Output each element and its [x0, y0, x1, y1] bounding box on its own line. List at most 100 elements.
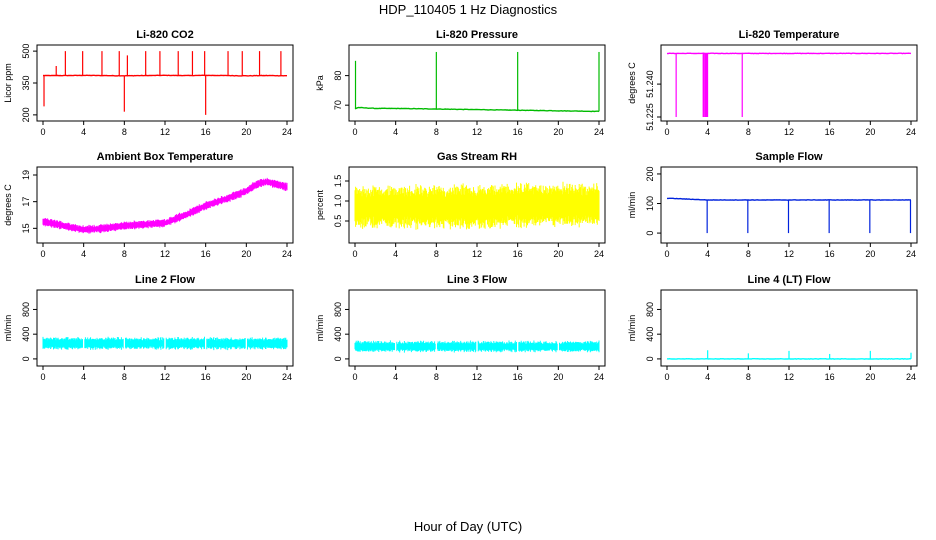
- y-tick-label: 51.240: [645, 70, 655, 98]
- x-tick-label: 20: [553, 127, 563, 137]
- x-tick-label: 8: [434, 127, 439, 137]
- panel-ylabel: degrees C: [3, 184, 13, 226]
- y-axis: 15 17 19: [21, 170, 37, 233]
- y-axis: 0 100 200: [645, 166, 661, 236]
- y-axis: 200 350 500: [21, 44, 37, 122]
- x-tick-label: 8: [746, 127, 751, 137]
- x-tick-label: 4: [393, 372, 398, 382]
- y-tick-label: 350: [21, 75, 31, 90]
- panel-title: Line 4 (LT) Flow: [748, 274, 831, 286]
- x-tick-label: 24: [594, 127, 604, 137]
- x-tick-label: 24: [906, 249, 916, 259]
- y-tick-label: 19: [21, 170, 31, 180]
- y-tick-label: 0.5: [333, 215, 343, 228]
- y-tick-label: 200: [21, 107, 31, 122]
- x-tick-label: 16: [513, 127, 523, 137]
- panel-ylabel: kPa: [315, 75, 325, 91]
- x-tick-label: 12: [160, 249, 170, 259]
- figure-xlabel: Hour of Day (UTC): [414, 519, 522, 534]
- panel-8: Line 3 Flow ml/min 0 4 8 12 16 20 24 0 400 800: [315, 274, 606, 382]
- y-tick-label: 800: [645, 302, 655, 317]
- y-axis: 70 80: [333, 71, 349, 110]
- x-tick-label: 8: [122, 127, 127, 137]
- y-tick-label: 0: [645, 356, 655, 361]
- x-tick-label: 0: [40, 372, 45, 382]
- x-tick-label: 12: [472, 249, 482, 259]
- x-tick-label: 16: [201, 127, 211, 137]
- x-tick-label: 4: [393, 249, 398, 259]
- panel-title: Li-820 Temperature: [739, 29, 840, 41]
- x-axis: 0 4 8 12 16 20 24: [664, 366, 916, 382]
- x-axis: 0 4 8 12 16 20 24: [352, 121, 604, 137]
- series-line: [354, 51, 600, 113]
- y-tick-label: 0: [645, 231, 655, 236]
- y-tick-label: 17: [21, 197, 31, 207]
- figure-title: HDP_110405 1 Hz Diagnostics: [379, 2, 558, 17]
- x-tick-label: 4: [705, 249, 710, 259]
- panel-7: Line 2 Flow ml/min 0 4 8 12 16 20 24 0 400 800: [3, 274, 294, 382]
- x-tick-label: 0: [352, 249, 357, 259]
- y-tick-label: 51.225: [645, 103, 655, 131]
- series-line: [667, 197, 912, 234]
- x-tick-label: 24: [282, 249, 292, 259]
- panel-title: Line 2 Flow: [135, 274, 195, 286]
- x-tick-label: 4: [81, 372, 86, 382]
- y-axis: 0 400 800: [21, 302, 37, 361]
- x-tick-label: 8: [434, 249, 439, 259]
- y-tick-label: 80: [333, 71, 343, 81]
- x-tick-label: 12: [784, 249, 794, 259]
- x-tick-label: 16: [825, 127, 835, 137]
- x-tick-label: 0: [664, 249, 669, 259]
- x-tick-label: 12: [784, 372, 794, 382]
- series-line: [42, 177, 288, 234]
- panel-2: Li-820 Pressure kPa 0 4 8 12 16 20 24 70 80: [315, 29, 606, 137]
- panel-title: Ambient Box Temperature: [97, 151, 234, 163]
- x-axis: 0 4 8 12 16 20 24: [664, 243, 916, 259]
- series-line: [666, 52, 912, 117]
- x-tick-label: 16: [201, 372, 211, 382]
- x-tick-label: 20: [241, 372, 251, 382]
- panel-ylabel: ml/min: [315, 315, 325, 342]
- series-path: [354, 106, 600, 113]
- y-tick-label: 400: [333, 327, 343, 342]
- plot-frame: [36, 289, 294, 367]
- y-axis: 0.5 1.0 1.5: [333, 175, 349, 228]
- panel-ylabel: degrees C: [627, 62, 637, 104]
- series-line: [666, 350, 912, 360]
- x-axis: 0 4 8 12 16 20 24: [352, 243, 604, 259]
- x-tick-label: 0: [40, 249, 45, 259]
- x-tick-label: 24: [282, 127, 292, 137]
- x-tick-label: 20: [865, 249, 875, 259]
- panel-ylabel: ml/min: [627, 315, 637, 342]
- x-tick-label: 8: [746, 372, 751, 382]
- panel-ylabel: ml/min: [3, 315, 13, 342]
- x-tick-label: 20: [865, 372, 875, 382]
- x-tick-label: 8: [746, 249, 751, 259]
- y-tick-label: 800: [333, 302, 343, 317]
- x-tick-label: 20: [241, 249, 251, 259]
- panel-5: Gas Stream RH percent 0 4 8 12 16 20 24 0.5 1.0 1.5: [315, 151, 606, 259]
- y-axis: 0 400 800: [333, 302, 349, 361]
- x-tick-label: 24: [906, 127, 916, 137]
- x-tick-label: 16: [513, 249, 523, 259]
- x-tick-label: 0: [352, 127, 357, 137]
- x-tick-label: 12: [472, 372, 482, 382]
- y-tick-label: 70: [333, 100, 343, 110]
- x-tick-label: 24: [594, 249, 604, 259]
- x-axis: 0 4 8 12 16 20 24: [40, 243, 292, 259]
- x-tick-label: 20: [241, 127, 251, 137]
- panel-title: Li-820 CO2: [136, 29, 193, 41]
- plot-frame: [660, 44, 918, 122]
- y-tick-label: 200: [645, 166, 655, 181]
- x-tick-label: 0: [664, 127, 669, 137]
- series-line: [42, 51, 287, 115]
- x-tick-label: 20: [553, 249, 563, 259]
- x-tick-label: 16: [825, 372, 835, 382]
- y-tick-label: 1.5: [333, 175, 343, 188]
- panel-ylabel: percent: [315, 189, 325, 220]
- y-tick-label: 400: [21, 327, 31, 342]
- x-tick-label: 8: [434, 372, 439, 382]
- x-tick-label: 4: [393, 127, 398, 137]
- x-axis: 0 4 8 12 16 20 24: [40, 366, 292, 382]
